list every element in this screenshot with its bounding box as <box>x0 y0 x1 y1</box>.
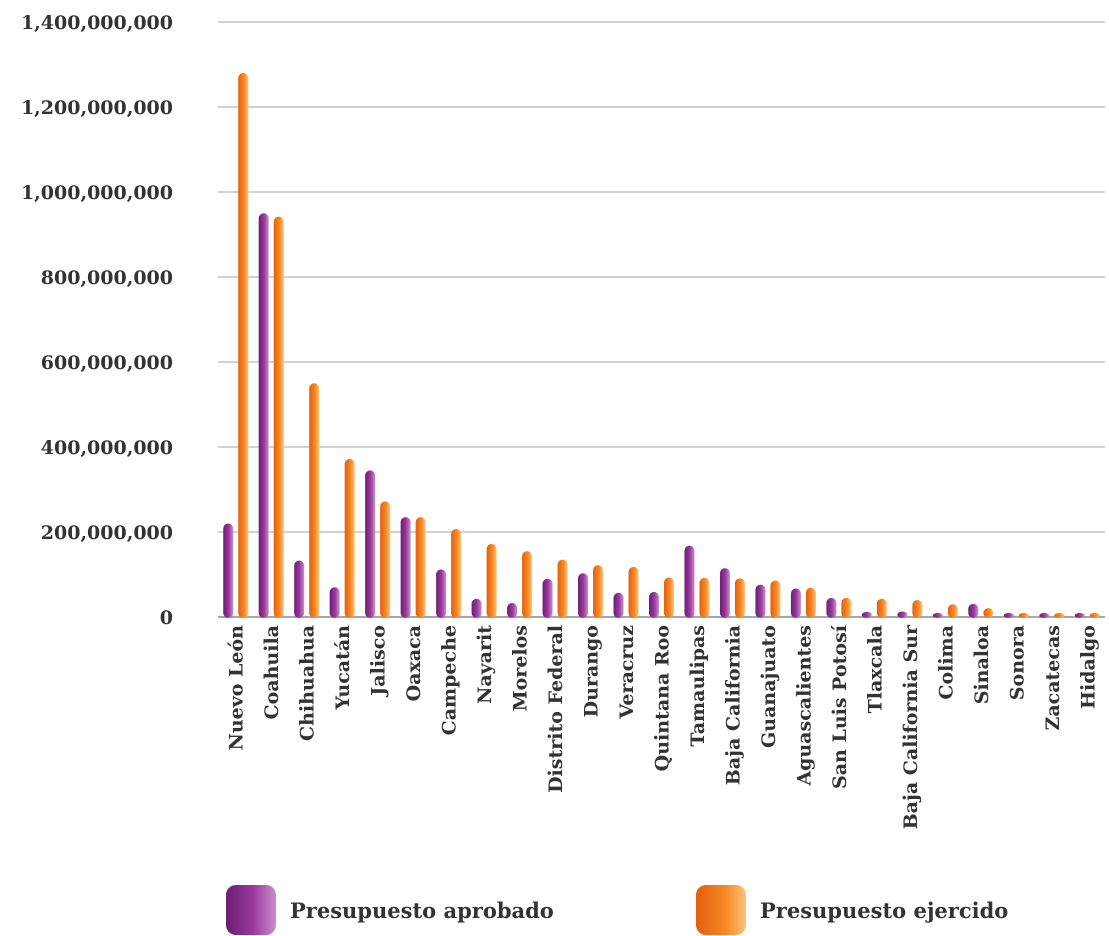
bar-ejercido <box>593 565 604 618</box>
y-tick-label: 200,000,000 <box>41 522 173 544</box>
bar-aprobado <box>471 598 482 618</box>
bar-ejercido <box>1054 613 1065 618</box>
y-tick-label: 400,000,000 <box>41 437 173 459</box>
y-tick-label: 1,000,000,000 <box>21 182 173 204</box>
bars <box>223 73 1100 618</box>
bar-chart: 0 200,000,000 400,000,000 600,000,000 800,00… <box>21 12 1105 829</box>
bar-aprobado <box>968 603 979 618</box>
legend-label-ejercido: Presupuesto ejercido <box>760 897 1009 923</box>
bar-aprobado <box>400 517 411 618</box>
x-tick-label: Distrito Federal <box>545 625 567 793</box>
bar-ejercido <box>415 517 426 618</box>
bar-aprobado <box>1039 613 1050 618</box>
bar-aprobado <box>826 597 837 618</box>
bar-aprobado <box>578 573 589 618</box>
bar-aprobado <box>223 523 234 618</box>
bar-ejercido <box>912 600 923 618</box>
x-tick-label: Sonora <box>1006 625 1028 700</box>
legend-item-aprobado: Presupuesto aprobado <box>226 885 554 935</box>
bar-ejercido <box>238 73 249 618</box>
bar-ejercido <box>664 577 674 618</box>
bar-aprobado <box>932 613 943 618</box>
legend-label-aprobado: Presupuesto aprobado <box>290 897 554 923</box>
x-tick-label: Quintana Roo <box>652 625 674 771</box>
x-tick-label: Coahuila <box>261 625 283 719</box>
bar-ejercido <box>344 458 355 618</box>
bar-ejercido <box>805 587 816 618</box>
x-axis-tick-labels: Nuevo León Coahuila Chihuahua Yucatán Jalisc… <box>226 624 1100 829</box>
bar-aprobado <box>755 584 766 618</box>
bar-aprobado <box>719 568 730 618</box>
bar-aprobado <box>649 591 659 618</box>
bar-ejercido <box>983 608 994 618</box>
bar-ejercido <box>734 578 745 618</box>
x-tick-label: Durango <box>581 625 603 717</box>
bar-ejercido <box>1089 613 1100 618</box>
y-tick-label: 800,000,000 <box>41 267 173 289</box>
bar-aprobado <box>329 587 340 618</box>
x-tick-label: Veracruz <box>616 625 638 720</box>
x-tick-label: Tamaulipas <box>687 625 709 747</box>
bar-ejercido <box>1018 613 1029 618</box>
bar-aprobado <box>613 592 624 618</box>
y-tick-label: 1,400,000,000 <box>21 12 173 34</box>
bar-ejercido <box>876 598 887 618</box>
bar-aprobado <box>861 611 872 618</box>
x-tick-label: Jalisco <box>368 625 390 698</box>
bar-ejercido <box>451 529 462 618</box>
x-tick-label: Zacatecas <box>1042 625 1064 731</box>
bar-aprobado <box>1074 613 1085 618</box>
bar-ejercido <box>770 580 781 618</box>
bar-aprobado <box>542 578 553 618</box>
x-tick-label: Aguascalientes <box>793 625 815 787</box>
legend-item-ejercido: Presupuesto ejercido <box>696 885 1008 935</box>
bar-aprobado <box>365 470 376 618</box>
x-tick-label: Tlaxcala <box>864 625 886 713</box>
x-tick-label: Chihuahua <box>297 625 319 741</box>
y-tick-label: 0 <box>160 607 173 629</box>
bar-aprobado <box>790 588 801 618</box>
bar-ejercido <box>699 577 710 618</box>
bar-aprobado <box>294 560 305 618</box>
bar-ejercido <box>628 566 639 618</box>
bar-ejercido <box>947 604 958 618</box>
x-tick-label: San Luis Potosí <box>829 624 851 789</box>
bar-ejercido <box>557 559 568 618</box>
bar-aprobado <box>897 611 908 618</box>
bar-aprobado <box>258 213 269 618</box>
bar-ejercido <box>522 551 533 618</box>
x-tick-label: Baja California Sur <box>900 624 922 829</box>
x-tick-label: Nayarit <box>474 625 496 704</box>
y-tick-label: 1,200,000,000 <box>21 97 173 119</box>
bar-aprobado <box>1003 613 1014 618</box>
x-tick-label: Guanajuato <box>758 625 780 748</box>
y-tick-label: 600,000,000 <box>41 352 173 374</box>
x-tick-label: Morelos <box>510 625 532 711</box>
bar-ejercido <box>841 597 852 618</box>
bar-aprobado <box>507 602 518 618</box>
x-tick-label: Sinaloa <box>971 625 993 704</box>
bar-aprobado <box>684 545 695 618</box>
bar-aprobado <box>436 569 447 618</box>
legend-swatch-ejercido <box>696 885 746 935</box>
bar-ejercido <box>309 383 320 618</box>
x-tick-label: Yucatán <box>332 625 354 711</box>
bar-ejercido <box>486 543 497 618</box>
x-tick-label: Nuevo León <box>226 625 248 751</box>
x-tick-label: Campeche <box>439 625 461 735</box>
x-tick-label: Oaxaca <box>403 625 425 701</box>
y-axis-tick-labels: 0 200,000,000 400,000,000 600,000,000 800,00… <box>21 12 173 629</box>
x-tick-label: Hidalgo <box>1077 625 1099 709</box>
bar-ejercido <box>380 501 391 618</box>
legend-swatch-aprobado <box>226 885 276 935</box>
x-tick-label: Baja California <box>722 625 744 785</box>
x-tick-label: Colima <box>935 625 957 700</box>
bar-ejercido <box>273 216 284 618</box>
